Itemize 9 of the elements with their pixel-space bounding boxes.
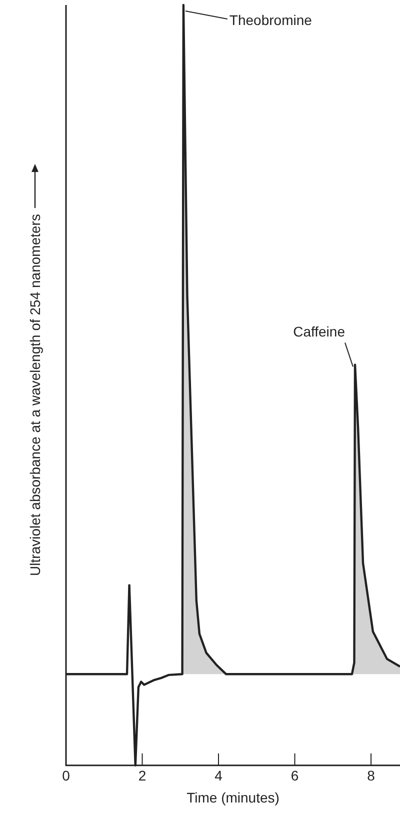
y-axis-title: Ultraviolet absorbance at a wavelength of 254 nanometers (27, 214, 43, 576)
annotation: Theobromine (229, 12, 312, 28)
x-tick-label: 8 (367, 768, 376, 784)
x-tick-label: 0 (62, 768, 70, 784)
x-tick-label: 2 (138, 768, 146, 784)
x-axis-title: Time (minutes) (186, 789, 280, 806)
annotation: Caffeine (293, 324, 346, 340)
x-tick-label: 6 (290, 768, 299, 784)
x-tick-label: 4 (214, 768, 223, 784)
